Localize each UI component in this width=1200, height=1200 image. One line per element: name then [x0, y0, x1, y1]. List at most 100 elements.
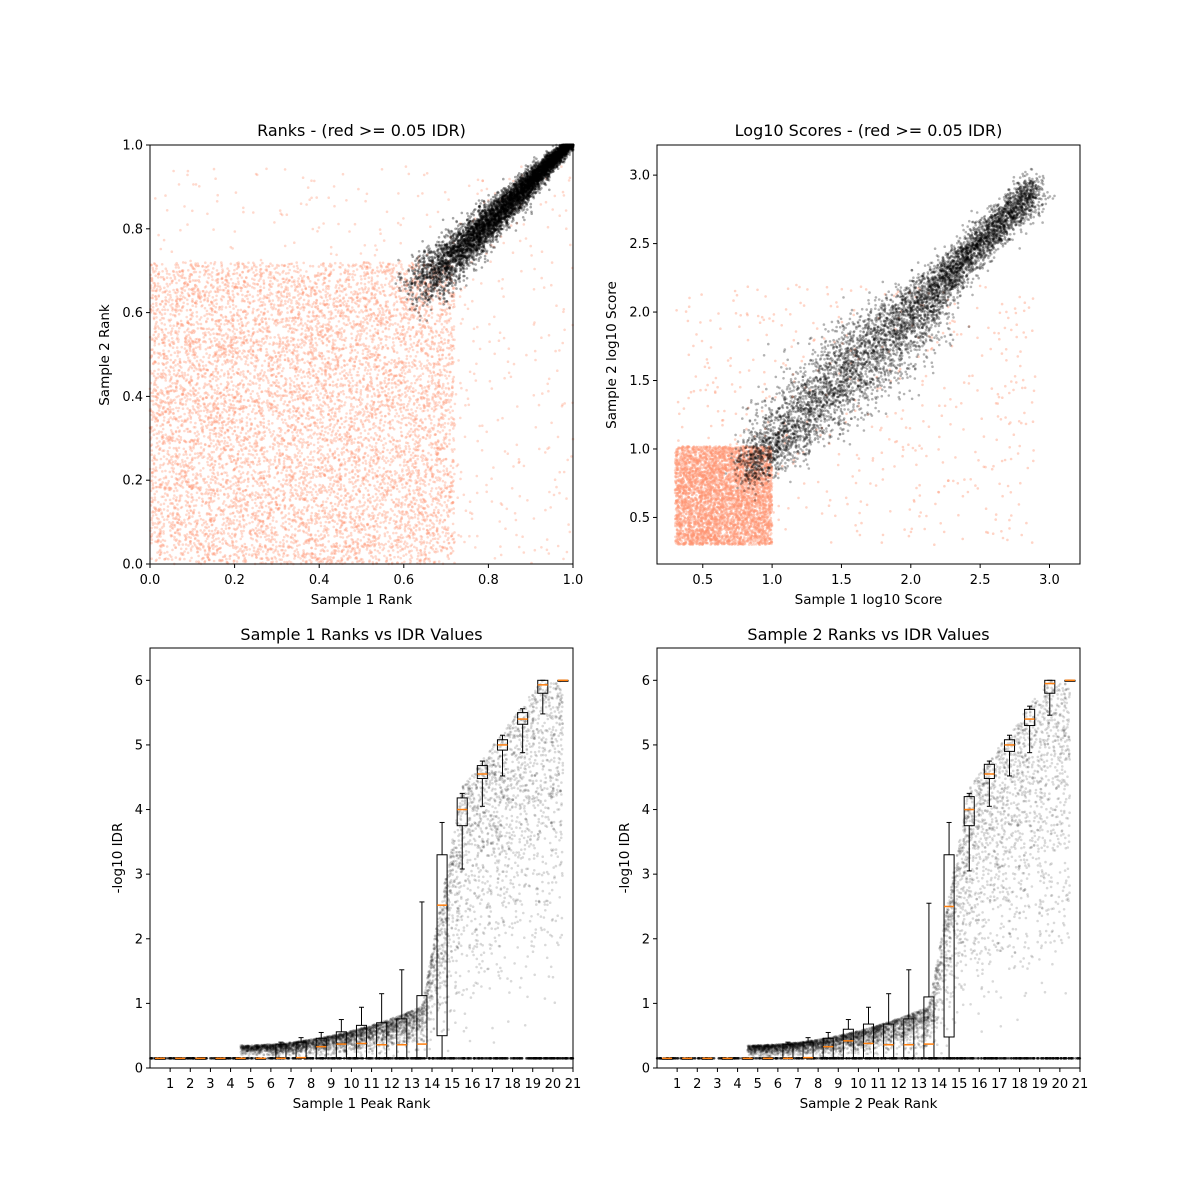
fail-point [426, 343, 429, 346]
fail-point [332, 476, 335, 479]
fail-point [166, 545, 169, 548]
fail-point [215, 303, 218, 306]
fail-point [270, 285, 273, 288]
fail-point [256, 464, 259, 467]
fail-point [352, 298, 355, 301]
fail-point [410, 454, 413, 457]
fail-point [308, 386, 311, 389]
fail-point [234, 230, 237, 233]
fail-point [169, 324, 172, 327]
fail-point [219, 285, 222, 288]
fail-point [332, 557, 335, 560]
fail-point [266, 427, 269, 430]
fail-point [338, 434, 341, 437]
fail-point [194, 291, 197, 294]
fail-point [260, 536, 263, 539]
fail-point [280, 472, 283, 475]
fail-point [312, 488, 315, 491]
fail-point [178, 453, 181, 456]
fail-point [379, 412, 382, 415]
fail-point [491, 387, 494, 390]
fail-point [196, 360, 199, 363]
fail-point [451, 423, 454, 426]
fail-point [547, 226, 550, 229]
fail-point [302, 309, 305, 312]
fail-point [279, 541, 282, 544]
fail-point [321, 329, 324, 332]
fail-point [173, 494, 176, 497]
fail-point [398, 510, 401, 513]
fail-point [176, 346, 179, 349]
fail-point [186, 407, 189, 410]
fail-point [512, 465, 515, 468]
fail-point [379, 436, 382, 439]
fail-point [186, 299, 189, 302]
fail-point [399, 374, 402, 377]
fail-point [279, 430, 282, 433]
fail-point [215, 538, 218, 541]
fail-point [259, 292, 262, 295]
fail-point [320, 352, 323, 355]
fail-point [286, 445, 289, 448]
fail-point [379, 422, 382, 425]
fail-point [416, 351, 419, 354]
fail-point [330, 253, 333, 256]
fail-point [293, 381, 296, 384]
fail-point [175, 282, 178, 285]
fail-point [239, 465, 242, 468]
fail-point [565, 497, 568, 500]
fail-point [309, 265, 312, 268]
fail-point [362, 426, 365, 429]
fail-point [216, 446, 219, 449]
fail-point [201, 531, 204, 534]
fail-point [217, 378, 220, 381]
fail-point [196, 452, 199, 455]
fail-point [184, 374, 187, 377]
fail-point [159, 287, 162, 290]
fail-point [220, 448, 223, 451]
fail-point [387, 550, 390, 553]
fail-point [285, 422, 288, 425]
fail-point [410, 434, 413, 437]
fail-point [295, 431, 298, 434]
fail-point [285, 381, 288, 384]
fail-point [419, 549, 422, 552]
fail-point [258, 397, 261, 400]
fail-point [393, 513, 396, 516]
fail-point [271, 293, 274, 296]
fail-point [310, 349, 313, 352]
fail-point [379, 452, 382, 455]
fail-point [267, 483, 270, 486]
fail-point [406, 358, 409, 361]
fail-point [485, 491, 488, 494]
fail-point [436, 527, 439, 530]
fail-point [270, 374, 273, 377]
fail-point [184, 396, 187, 399]
fail-point [444, 484, 447, 487]
fail-point [269, 446, 272, 449]
fail-point [214, 476, 217, 479]
fail-point [446, 308, 449, 311]
fail-point [318, 510, 321, 513]
fail-point [382, 373, 385, 376]
fail-point [451, 538, 454, 541]
fail-point [366, 372, 369, 375]
fail-point [569, 244, 572, 247]
fail-point [173, 373, 176, 376]
fail-point [208, 304, 211, 307]
fail-point [324, 464, 327, 467]
fail-point [310, 442, 313, 445]
fail-point [418, 404, 421, 407]
fail-point [174, 460, 177, 463]
fail-point [246, 416, 249, 419]
fail-point [437, 538, 440, 541]
fail-point [186, 457, 189, 460]
fail-point [364, 452, 367, 455]
fail-point [202, 332, 205, 335]
fail-point [222, 513, 225, 516]
fail-point [189, 260, 192, 263]
fail-point [436, 314, 439, 317]
fail-point [217, 474, 220, 477]
fail-point [166, 494, 169, 497]
